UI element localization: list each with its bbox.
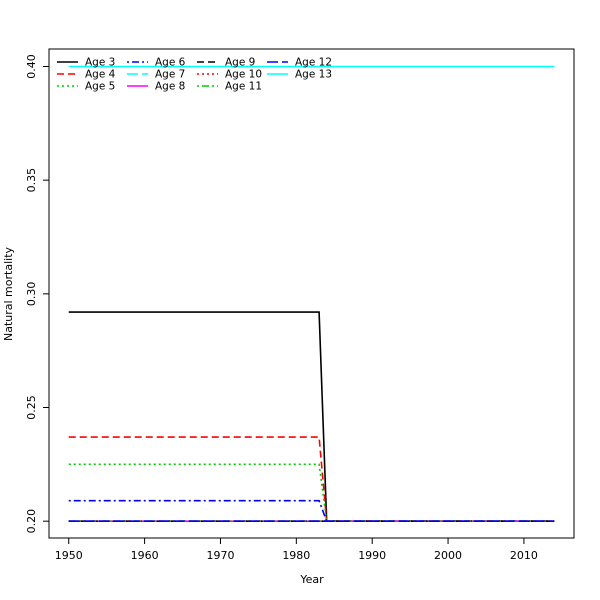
y-tick-label-0.30: 0.30 — [25, 282, 38, 307]
legend-label-age-4: Age 4 — [85, 69, 116, 81]
x-tick-label-1990: 1990 — [358, 549, 386, 562]
y-tick-label-0.35: 0.35 — [25, 168, 38, 193]
x-tick-label-1960: 1960 — [131, 549, 159, 562]
legend-label-age-11: Age 11 — [225, 81, 262, 93]
plot-frame — [48, 48, 575, 539]
legend-label-age-9: Age 9 — [225, 57, 255, 69]
legend-label-age-12: Age 12 — [295, 57, 332, 69]
y-tick-label-0.40: 0.40 — [25, 54, 38, 79]
series-line-age-4 — [68, 436, 555, 522]
series-layer — [68, 65, 555, 522]
x-tick-label-2010: 2010 — [510, 549, 538, 562]
x-tick-label-1970: 1970 — [206, 549, 234, 562]
legend-label-age-5: Age 5 — [85, 81, 115, 93]
legend-label-age-8: Age 8 — [155, 81, 185, 93]
x-tick-label-1980: 1980 — [282, 549, 310, 562]
x-axis-label: Year — [299, 573, 324, 586]
y-axis-label: Natural mortality — [2, 246, 15, 341]
y-tick-label-0.25: 0.25 — [25, 395, 38, 420]
x-tick-label-2000: 2000 — [434, 549, 462, 562]
legend-label-age-10: Age 10 — [225, 69, 262, 81]
y-tick-label-0.20: 0.20 — [25, 509, 38, 534]
legend-label-age-7: Age 7 — [155, 69, 185, 81]
legend-label-age-6: Age 6 — [155, 57, 186, 69]
legend-label-age-13: Age 13 — [295, 69, 332, 81]
legend-label-age-3: Age 3 — [85, 57, 115, 69]
x-tick-label-1950: 1950 — [55, 549, 83, 562]
